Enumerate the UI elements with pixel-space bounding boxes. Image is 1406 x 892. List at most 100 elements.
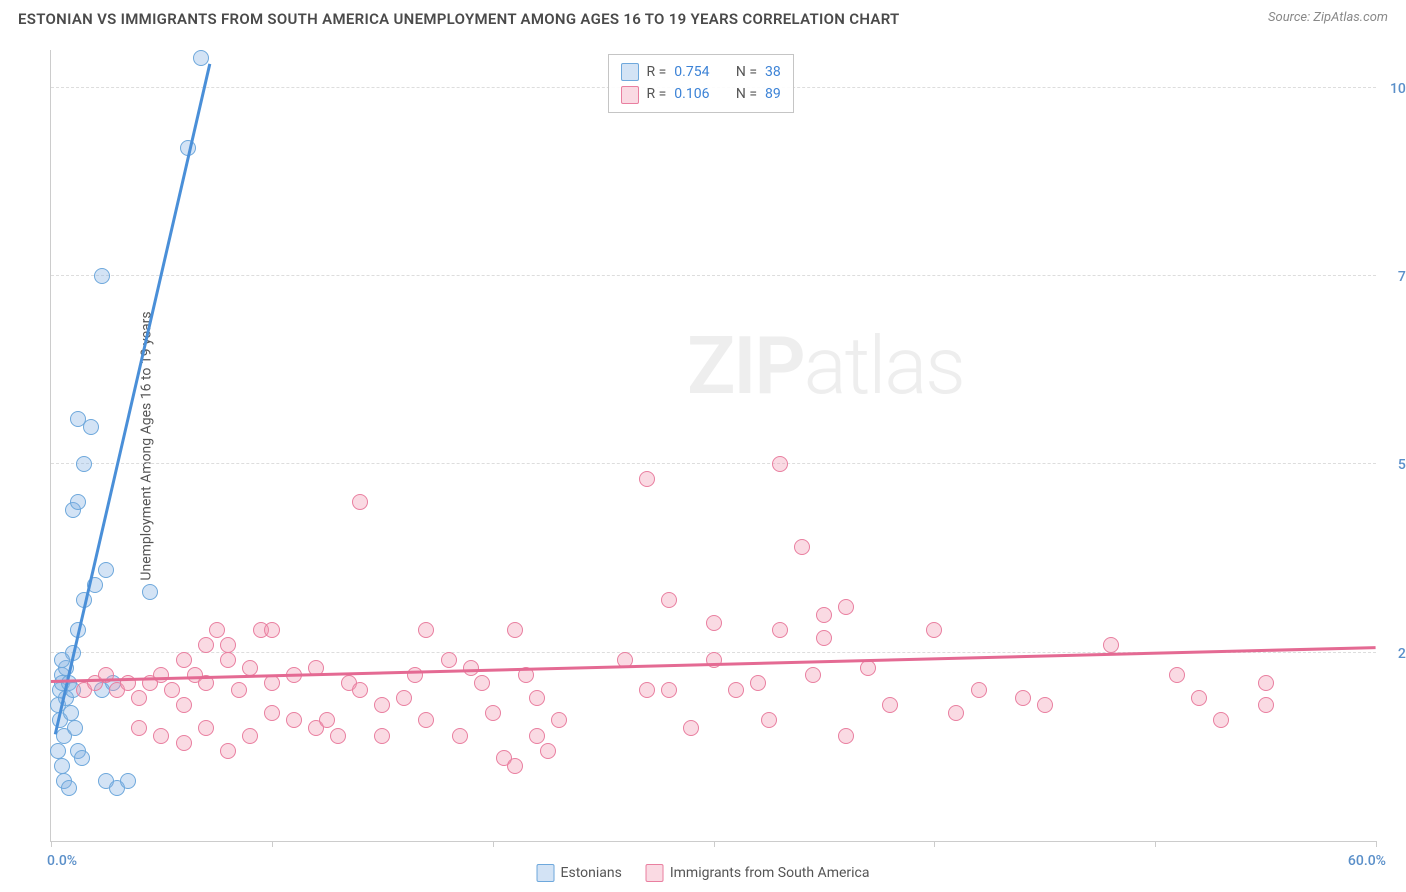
chart-plot-area: ZIPatlas 25.0%50.0%75.0%100.0%0.0%60.0%R… — [50, 50, 1376, 842]
data-point — [94, 268, 110, 284]
r-value: 0.754 — [674, 61, 709, 83]
legend-label: Immigrants from South America — [670, 865, 870, 881]
data-point — [264, 675, 280, 691]
data-point — [54, 652, 70, 668]
data-point — [418, 622, 434, 638]
data-point — [750, 675, 766, 691]
data-point — [374, 728, 390, 744]
data-point — [948, 705, 964, 721]
watermark: ZIPatlas — [687, 319, 964, 413]
data-point — [153, 728, 169, 744]
correlation-legend: R = 0.754 N = 38R =0.106 N =89 — [608, 54, 794, 113]
x-tick — [1376, 841, 1377, 847]
data-point — [441, 652, 457, 668]
legend-item-immigrants: Immigrants from South America — [646, 864, 870, 882]
data-point — [529, 690, 545, 706]
data-point — [661, 682, 677, 698]
data-point — [971, 682, 987, 698]
n-value: 38 — [765, 61, 781, 83]
data-point — [76, 456, 92, 472]
data-point — [198, 720, 214, 736]
data-point — [209, 622, 225, 638]
gridline — [51, 463, 1376, 464]
x-tick — [272, 841, 273, 847]
data-point — [761, 712, 777, 728]
data-point — [772, 456, 788, 472]
y-tick-label: 25.0% — [1398, 646, 1406, 662]
data-point — [926, 622, 942, 638]
y-tick-label: 100.0% — [1390, 81, 1406, 97]
data-point — [452, 728, 468, 744]
data-point — [816, 630, 832, 646]
swatch-icon — [646, 864, 664, 882]
x-tick-label: 60.0% — [1348, 853, 1386, 869]
n-label: N = — [736, 61, 757, 83]
data-point — [242, 728, 258, 744]
data-point — [120, 773, 136, 789]
x-tick — [934, 841, 935, 847]
data-point — [352, 494, 368, 510]
data-point — [551, 712, 567, 728]
data-point — [54, 758, 70, 774]
data-point — [98, 562, 114, 578]
n-value: 89 — [765, 83, 781, 105]
r-label: R = — [647, 61, 667, 83]
data-point — [67, 720, 83, 736]
data-point — [352, 682, 368, 698]
data-point — [418, 712, 434, 728]
data-point — [374, 697, 390, 713]
data-point — [507, 758, 523, 774]
data-point — [70, 494, 86, 510]
gridline — [51, 275, 1376, 276]
legend-row: R =0.106 N =89 — [621, 83, 781, 105]
data-point — [63, 705, 79, 721]
swatch-icon — [621, 86, 639, 104]
y-tick-label: 50.0% — [1398, 457, 1406, 473]
data-point — [198, 637, 214, 653]
data-point — [1103, 637, 1119, 653]
r-value: 0.106 — [674, 83, 709, 105]
legend-item-estonians: Estonians — [537, 864, 622, 882]
data-point — [220, 652, 236, 668]
data-point — [70, 411, 86, 427]
data-point — [176, 652, 192, 668]
data-point — [485, 705, 501, 721]
swatch-icon — [537, 864, 555, 882]
data-point — [706, 652, 722, 668]
data-point — [220, 637, 236, 653]
data-point — [463, 660, 479, 676]
data-point — [131, 720, 147, 736]
data-point — [1191, 690, 1207, 706]
data-point — [242, 660, 258, 676]
data-point — [319, 712, 335, 728]
x-tick — [51, 841, 52, 847]
data-point — [683, 720, 699, 736]
data-point — [772, 622, 788, 638]
data-point — [838, 728, 854, 744]
data-point — [728, 682, 744, 698]
data-point — [661, 592, 677, 608]
data-point — [838, 599, 854, 615]
data-point — [1015, 690, 1031, 706]
data-point — [816, 607, 832, 623]
data-point — [142, 584, 158, 600]
data-point — [1213, 712, 1229, 728]
bottom-legend: Estonians Immigrants from South America — [537, 864, 870, 882]
data-point — [176, 697, 192, 713]
y-tick-label: 75.0% — [1398, 269, 1406, 285]
data-point — [231, 682, 247, 698]
data-point — [153, 667, 169, 683]
data-point — [1037, 697, 1053, 713]
data-point — [706, 615, 722, 631]
data-point — [540, 743, 556, 759]
data-point — [286, 712, 302, 728]
data-point — [1258, 675, 1274, 691]
data-point — [639, 471, 655, 487]
x-tick — [714, 841, 715, 847]
trend-line — [54, 64, 211, 735]
data-point — [805, 667, 821, 683]
data-point — [396, 690, 412, 706]
source-label: Source: ZipAtlas.com — [1268, 10, 1388, 25]
data-point — [794, 539, 810, 555]
data-point — [1169, 667, 1185, 683]
